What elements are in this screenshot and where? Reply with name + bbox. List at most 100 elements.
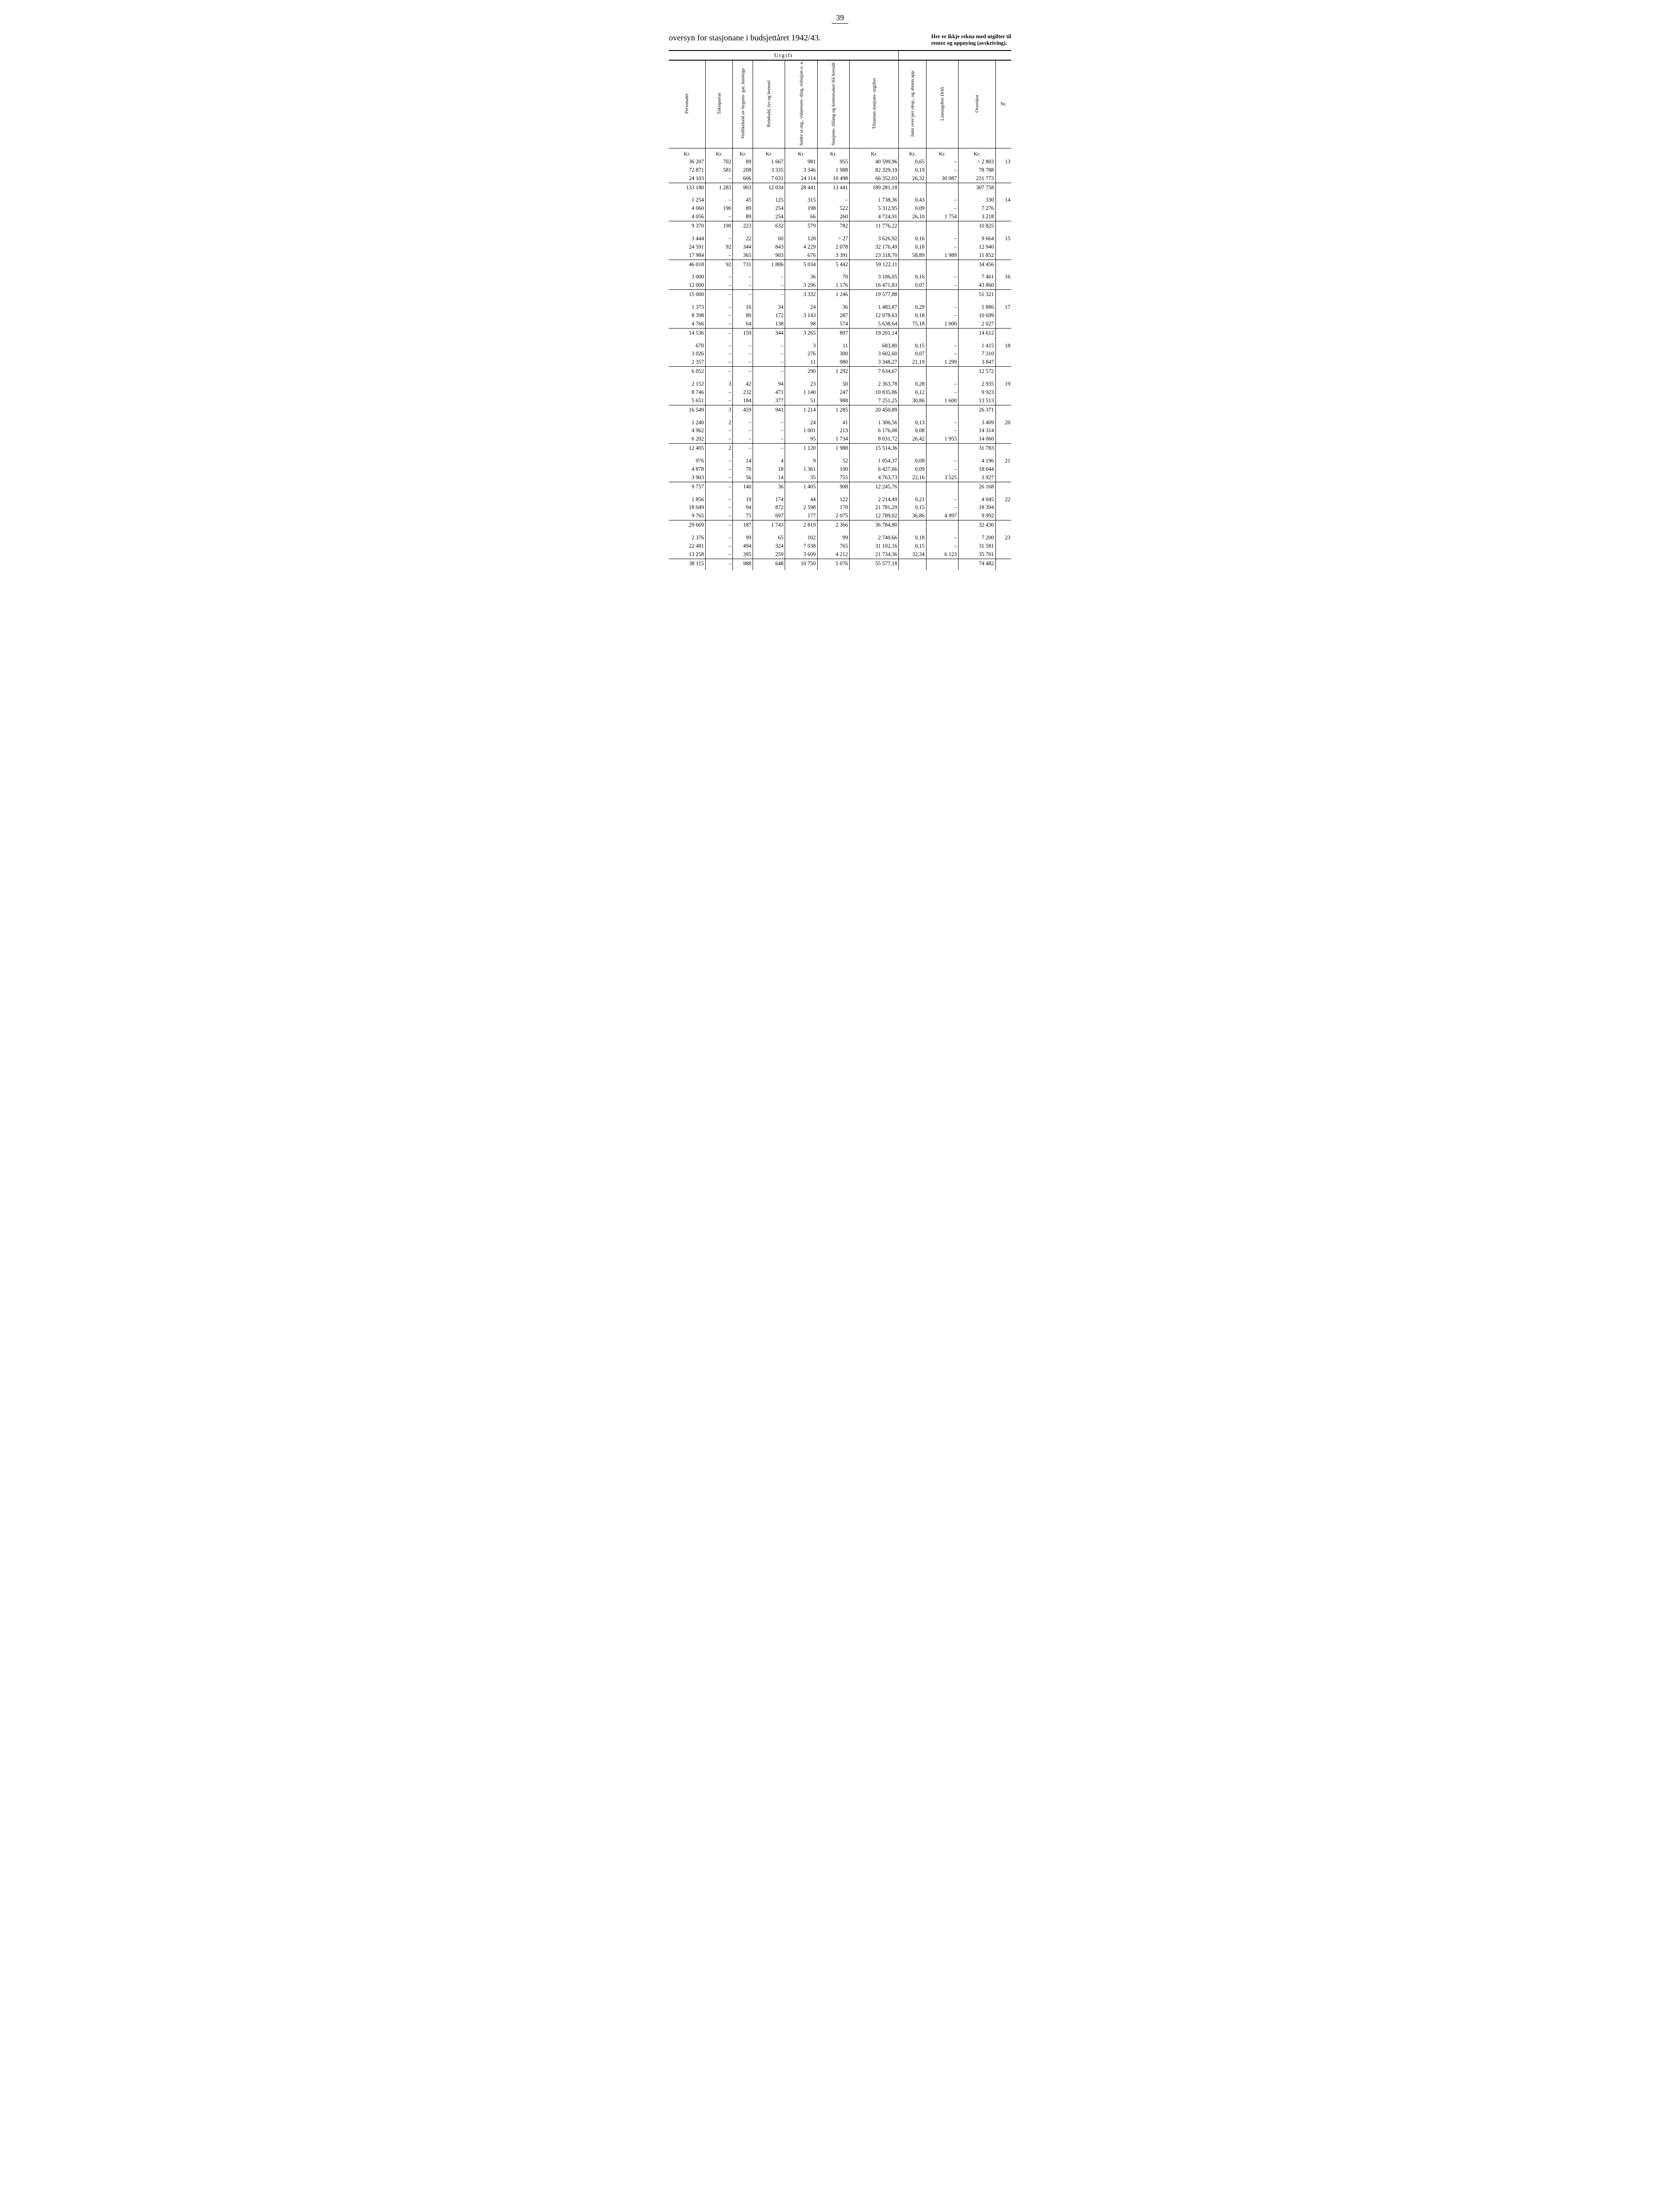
cell: 897	[817, 328, 849, 339]
cell: 0,09	[899, 465, 926, 473]
cell: –	[926, 204, 958, 213]
cell: 3 409	[959, 416, 995, 427]
cell: 35 701	[959, 550, 995, 559]
cell: 9 765	[669, 512, 706, 520]
cell: 50	[817, 378, 849, 388]
cell: 290	[785, 367, 817, 378]
cell: 19	[995, 378, 1011, 388]
cell: 4 060	[669, 204, 706, 213]
cell: 988	[733, 559, 753, 570]
cell: 6 427,66	[850, 465, 899, 473]
cell: 14	[733, 455, 753, 465]
cell: –	[733, 281, 753, 289]
cell: 11	[817, 340, 849, 350]
cell: 31 783	[959, 444, 995, 455]
cell: 2 357	[669, 358, 706, 366]
cell	[995, 358, 1011, 366]
cell: 28 441	[785, 183, 817, 194]
cell: 16	[733, 301, 753, 311]
sum-row: 16 54934599411 2141 28520 450,8926 371	[669, 405, 1011, 416]
cell: 0,18	[899, 531, 926, 542]
table-row: 4 060190892541985225 312,950,09–7 276	[669, 204, 1011, 213]
cell	[899, 405, 926, 416]
cell: 0,07	[899, 281, 926, 289]
cell: –	[706, 550, 733, 559]
cell: 14	[995, 194, 1011, 204]
cell: 12 940	[959, 243, 995, 251]
cell: 1 292	[817, 367, 849, 378]
sum-row: 133 1801 28390312 03428 44113 441189 281…	[669, 183, 1011, 194]
cell: 4 962	[669, 426, 706, 435]
sum-row: 12 4052––1 1201 98815 514,3631 783	[669, 444, 1011, 455]
cell: –	[926, 232, 958, 243]
cell: 1 140	[785, 388, 817, 397]
cell: 9 664	[959, 232, 995, 243]
cell: 0,18	[899, 311, 926, 320]
cell: 315	[785, 194, 817, 204]
cell: 95	[785, 435, 817, 443]
table-row: 22 481–4943247 03876531 102,160,15–31 58…	[669, 542, 1011, 550]
cell: –	[706, 503, 733, 512]
cell: 26,32	[899, 174, 926, 183]
cell: 683,80	[850, 340, 899, 350]
cell: –	[926, 455, 958, 465]
cell: 51	[785, 397, 817, 405]
cell: –	[753, 416, 785, 427]
cell: –	[926, 271, 958, 281]
cell: 38 115	[669, 559, 706, 570]
cell: 10 750	[785, 559, 817, 570]
cell	[926, 367, 958, 378]
cell: 14 612	[959, 328, 995, 339]
cell: 3 218	[959, 213, 995, 221]
cell: Kr.	[817, 148, 849, 158]
col-nr: Nr.	[995, 60, 1011, 148]
cell: 59 122,11	[850, 260, 899, 271]
col-takstpartar: Takstpartar	[706, 60, 733, 148]
cell: 32 176,49	[850, 243, 899, 251]
cell: 184	[733, 397, 753, 405]
cell: 3 106,05	[850, 271, 899, 281]
page-number: 39	[832, 13, 848, 24]
cell: –	[753, 290, 785, 301]
cell: 3 391	[817, 251, 849, 260]
cell: 40 599,96	[850, 158, 899, 166]
cell: 1 373	[669, 301, 706, 311]
cell	[995, 473, 1011, 482]
cell	[995, 183, 1011, 194]
cell: 6 052	[669, 367, 706, 378]
cell: ÷ 27	[817, 232, 849, 243]
cell: 955	[817, 158, 849, 166]
cell: 1 667	[753, 158, 785, 166]
cell: –	[706, 482, 733, 493]
cell: 5 651	[669, 397, 706, 405]
cell: 843	[753, 243, 785, 251]
cell: –	[706, 213, 733, 221]
cell: 574	[817, 320, 849, 328]
cell: 51 321	[959, 290, 995, 301]
cell: 177	[785, 512, 817, 520]
cell: 676	[785, 251, 817, 260]
cell: 4 763,73	[850, 473, 899, 482]
cell: 7 310	[959, 350, 995, 358]
cell: 198	[785, 204, 817, 213]
cell: –	[706, 271, 733, 281]
cell: –	[926, 416, 958, 427]
page-title: oversyn for stasjonane i budsjettåret 19…	[669, 33, 821, 43]
cell: –	[706, 301, 733, 311]
cell: 365	[733, 251, 753, 260]
cell: –	[926, 350, 958, 358]
cell: Kr.	[926, 148, 958, 158]
cell: 11	[785, 358, 817, 366]
cell: 24	[785, 301, 817, 311]
cell: 23	[785, 378, 817, 388]
cell	[995, 482, 1011, 493]
cell: 13 513	[959, 397, 995, 405]
cell: 980	[817, 358, 849, 366]
cell: 46 018	[669, 260, 706, 271]
cell: 10 825	[959, 221, 995, 232]
cell: 377	[753, 397, 785, 405]
cell: 24 114	[785, 174, 817, 183]
cell	[926, 183, 958, 194]
cell: 12 078,63	[850, 311, 899, 320]
sum-row: 46 018927311 8065 0345 44259 122,1134 45…	[669, 260, 1011, 271]
